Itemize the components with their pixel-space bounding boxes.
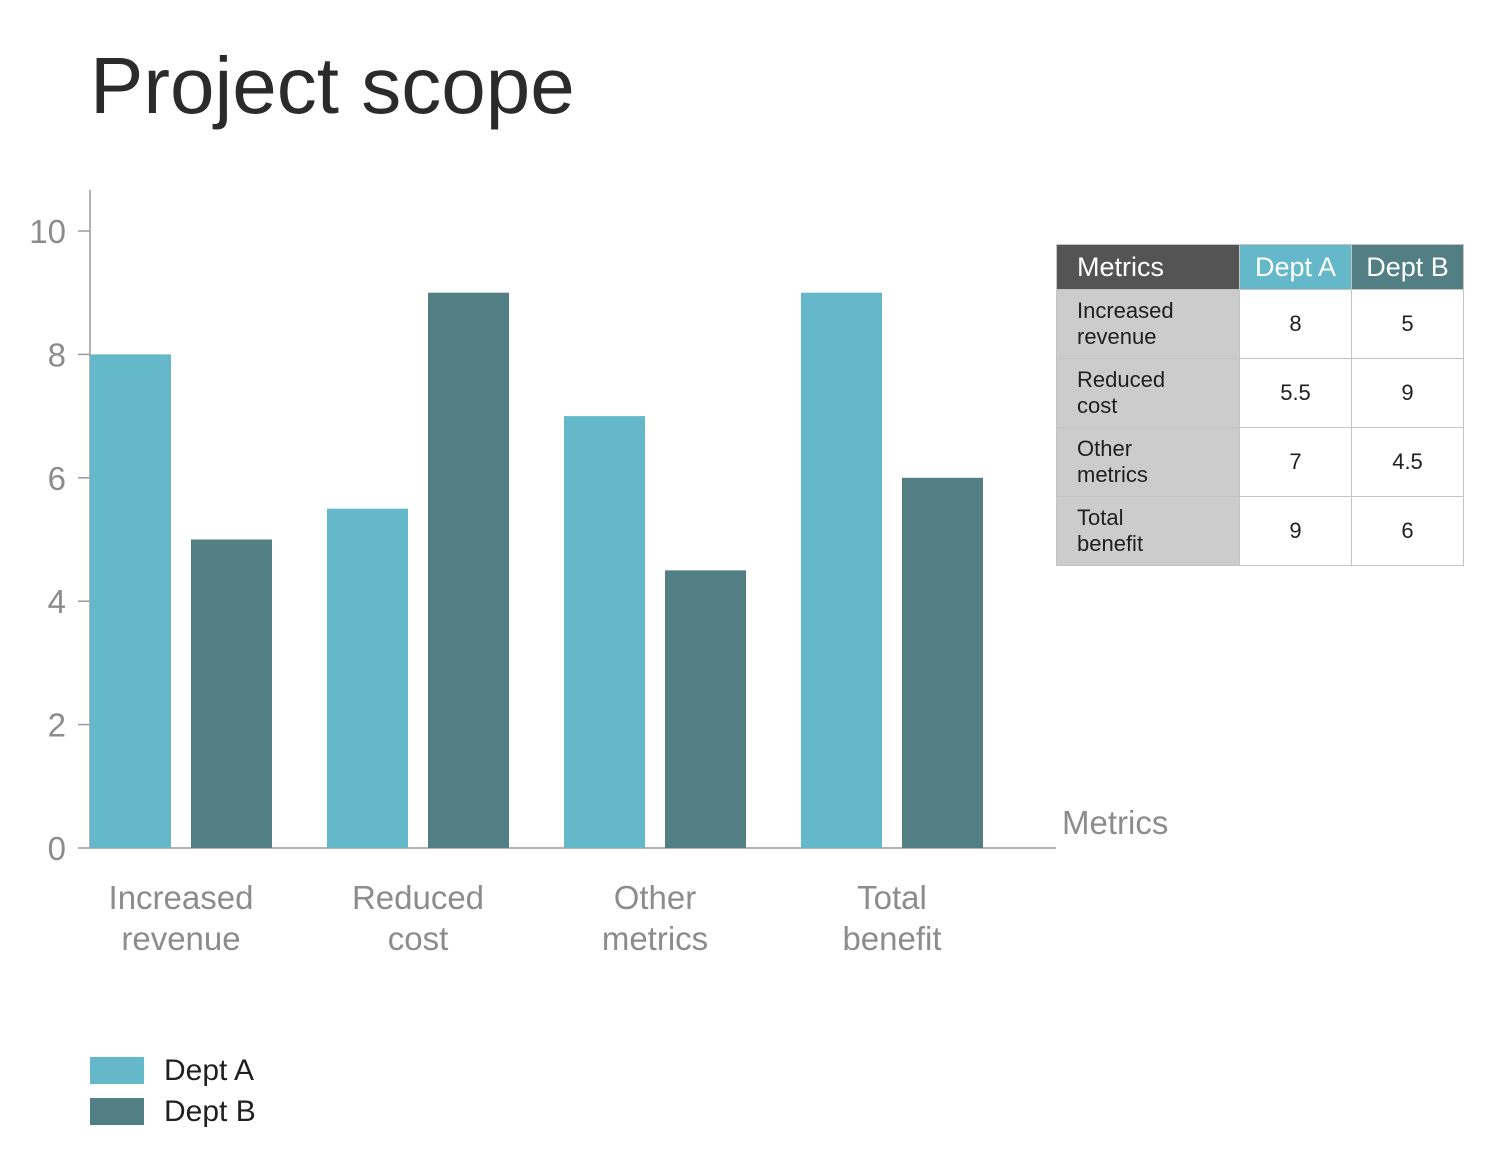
table-header-row: Metrics Dept A Dept B	[1056, 244, 1464, 290]
row-label-line2: benefit	[1077, 531, 1144, 556]
header-dept-b: Dept B	[1351, 244, 1464, 290]
x-tick-label: Total	[857, 879, 927, 916]
cell-dept-a: 7	[1239, 427, 1352, 497]
row-label-line1: Increased	[1077, 298, 1174, 323]
bars	[90, 292, 983, 848]
chart-title: Project scope	[90, 41, 575, 130]
legend-swatch-dept-a	[90, 1057, 144, 1084]
y-tick-label: 6	[48, 460, 66, 497]
legend-label: Dept B	[164, 1094, 256, 1128]
cell-dept-b: 5	[1351, 289, 1464, 359]
row-label: Reduced cost	[1056, 358, 1240, 428]
cell-dept-a: 5.5	[1239, 358, 1352, 428]
legend: Dept A Dept B	[90, 1050, 256, 1132]
x-tick-label: metrics	[602, 920, 708, 957]
row-label-line2: revenue	[1077, 324, 1157, 349]
bar-dept-a	[327, 508, 408, 848]
row-label: Total benefit	[1056, 496, 1240, 566]
table-row: Other metrics 7 4.5	[1056, 427, 1464, 497]
header-dept-a: Dept A	[1239, 244, 1352, 290]
y-tick-label: 8	[48, 336, 66, 373]
x-tick-label: Increased	[109, 879, 254, 916]
cell-dept-a: 8	[1239, 289, 1352, 359]
header-metrics: Metrics	[1056, 244, 1240, 290]
y-ticks: 0 2 4 6 8 10	[29, 213, 90, 867]
cell-dept-a: 9	[1239, 496, 1352, 566]
row-label-line2: metrics	[1077, 462, 1148, 487]
row-label-line1: Reduced	[1077, 367, 1166, 392]
table-row: Reduced cost 5.5 9	[1056, 358, 1464, 428]
x-tick-label: cost	[388, 920, 449, 957]
cell-dept-b: 6	[1351, 496, 1464, 566]
x-axis-label: Metrics	[1062, 804, 1168, 841]
bar-dept-a	[90, 354, 171, 848]
legend-item-dept-b: Dept B	[90, 1091, 256, 1132]
cell-dept-b: 4.5	[1351, 427, 1464, 497]
x-tick-labels: Increased revenue Reduced cost Other metrics T…	[109, 879, 942, 957]
row-label-line1: Total	[1077, 505, 1124, 530]
y-tick-label: 2	[48, 707, 66, 744]
legend-item-dept-a: Dept A	[90, 1050, 256, 1091]
x-tick-label: Other	[614, 879, 697, 916]
y-tick-label: 0	[48, 830, 66, 867]
legend-label: Dept A	[164, 1053, 255, 1087]
bar-dept-a	[564, 416, 645, 848]
bar-dept-b	[665, 570, 746, 848]
bar-dept-b	[902, 477, 983, 848]
y-tick-label: 4	[48, 583, 66, 620]
bar-dept-b	[428, 292, 509, 848]
y-tick-label: 10	[29, 213, 66, 250]
row-label: Increased revenue	[1056, 289, 1240, 359]
metrics-table: Metrics Dept A Dept B Increased revenue 8…	[1056, 244, 1464, 566]
x-tick-label: benefit	[842, 920, 941, 957]
row-label-line1: Other	[1077, 436, 1133, 461]
legend-swatch-dept-b	[90, 1098, 144, 1125]
x-tick-label: Reduced	[352, 879, 484, 916]
table-row: Total benefit 9 6	[1056, 496, 1464, 566]
cell-dept-b: 9	[1351, 358, 1464, 428]
bar-dept-a	[801, 292, 882, 848]
row-label-line2: cost	[1077, 393, 1118, 418]
table-row: Increased revenue 8 5	[1056, 289, 1464, 359]
x-tick-label: revenue	[121, 920, 240, 957]
bar-dept-b	[191, 539, 272, 848]
row-label: Other metrics	[1056, 427, 1240, 497]
